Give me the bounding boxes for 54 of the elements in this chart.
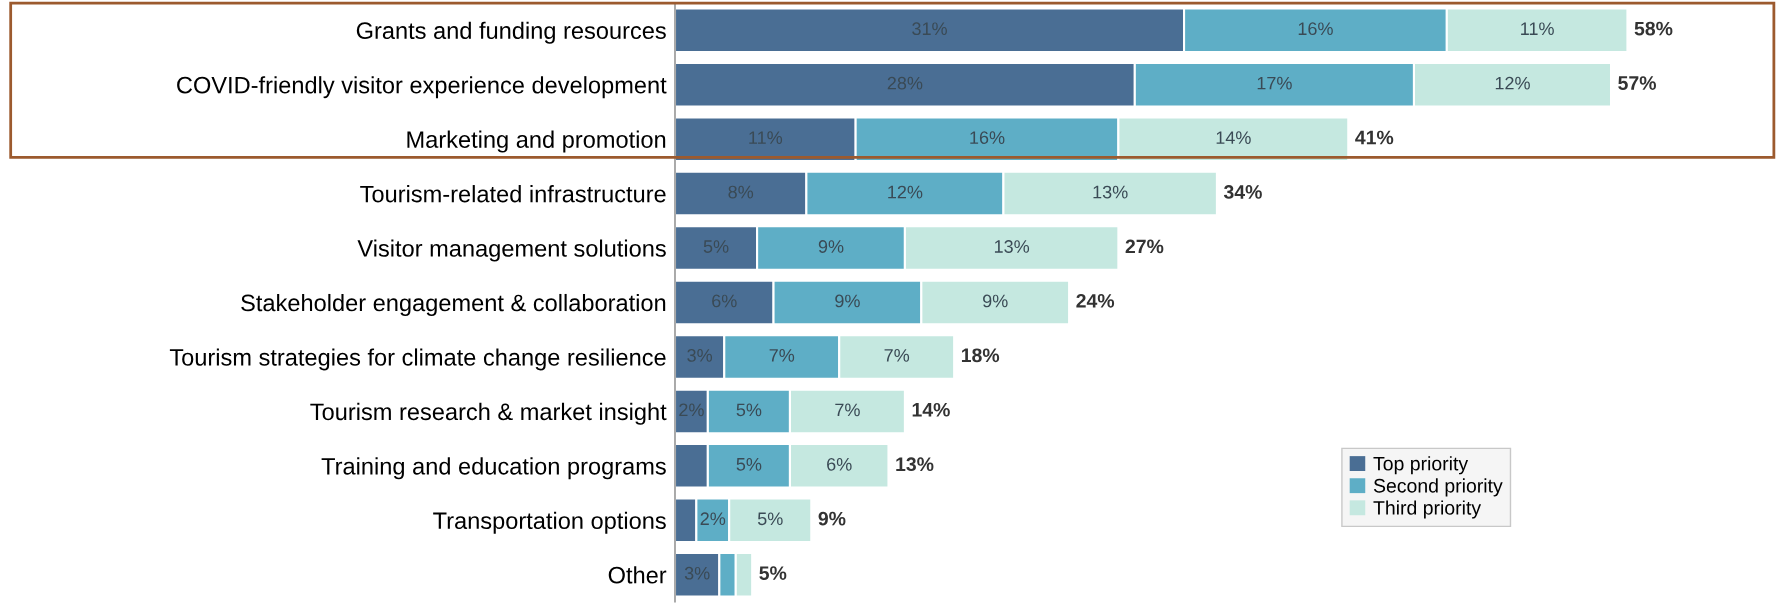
- data-label: 2%: [679, 403, 704, 417]
- y-tick-label: Training and education programs: [321, 457, 666, 480]
- data-label: 2%: [700, 512, 726, 526]
- data-label: 13%: [1093, 185, 1128, 199]
- data-label: 3%: [687, 349, 713, 362]
- data-label: 12%: [1495, 76, 1530, 90]
- data-label: 8%: [728, 185, 754, 199]
- y-tick-label: Tourism strategies for climate change resilience: [169, 348, 666, 371]
- y-tick-label: Grants and funding resources: [356, 21, 666, 44]
- total-label: 41%: [1355, 130, 1394, 145]
- total-label: 34%: [1223, 185, 1262, 199]
- y-tick-label: Marketing and promotion: [407, 130, 666, 153]
- total-label: 57%: [1618, 76, 1656, 90]
- legend-label: Third priority: [1373, 500, 1482, 519]
- data-label: 9%: [835, 294, 860, 308]
- data-label: 9%: [818, 240, 844, 253]
- total-label: 24%: [1076, 293, 1115, 308]
- y-tick-label: COVID-friendly visitor experience development: [177, 76, 667, 99]
- data-label: 12%: [888, 185, 923, 199]
- total-label: 18%: [961, 348, 1000, 363]
- data-label: 11%: [1521, 22, 1554, 36]
- data-label: 16%: [970, 131, 1005, 144]
- data-label: 16%: [1298, 22, 1333, 36]
- data-label: 11%: [749, 131, 783, 144]
- data-label: 5%: [736, 403, 762, 417]
- y-tick-label: Visitor management solutions: [357, 239, 666, 262]
- data-label: 31%: [912, 22, 947, 36]
- data-label: 5%: [736, 457, 762, 471]
- data-label: 9%: [983, 294, 1008, 308]
- total-label: 14%: [912, 402, 950, 417]
- total-label: 58%: [1634, 21, 1673, 36]
- y-tick-label: Transportation options: [433, 511, 666, 534]
- total-label: 27%: [1125, 239, 1164, 254]
- data-label: 28%: [887, 76, 923, 90]
- y-tick-label: Other: [608, 566, 667, 584]
- data-label: 6%: [827, 457, 852, 471]
- data-label: 5%: [703, 240, 729, 253]
- legend-label: Top priority: [1373, 456, 1469, 475]
- data-label: 7%: [884, 349, 910, 362]
- data-label: 7%: [835, 403, 860, 417]
- y-tick-label: Tourism-related infrastructure: [360, 185, 666, 203]
- data-label: 7%: [769, 349, 795, 362]
- y-tick-label: Tourism research & market insight: [310, 402, 667, 425]
- total-label: 5%: [759, 566, 787, 580]
- data-label: 3%: [684, 566, 710, 580]
- data-label: 13%: [994, 240, 1030, 253]
- data-label: 14%: [1216, 131, 1251, 144]
- total-label: 13%: [896, 457, 934, 472]
- total-label: 9%: [818, 511, 846, 526]
- data-label: 6%: [712, 294, 737, 308]
- y-tick-label: Stakeholder engagement & collaboration: [241, 293, 666, 316]
- data-label: 17%: [1257, 76, 1292, 90]
- legend-label: Second priority: [1373, 478, 1503, 497]
- data-label: 5%: [757, 512, 783, 526]
